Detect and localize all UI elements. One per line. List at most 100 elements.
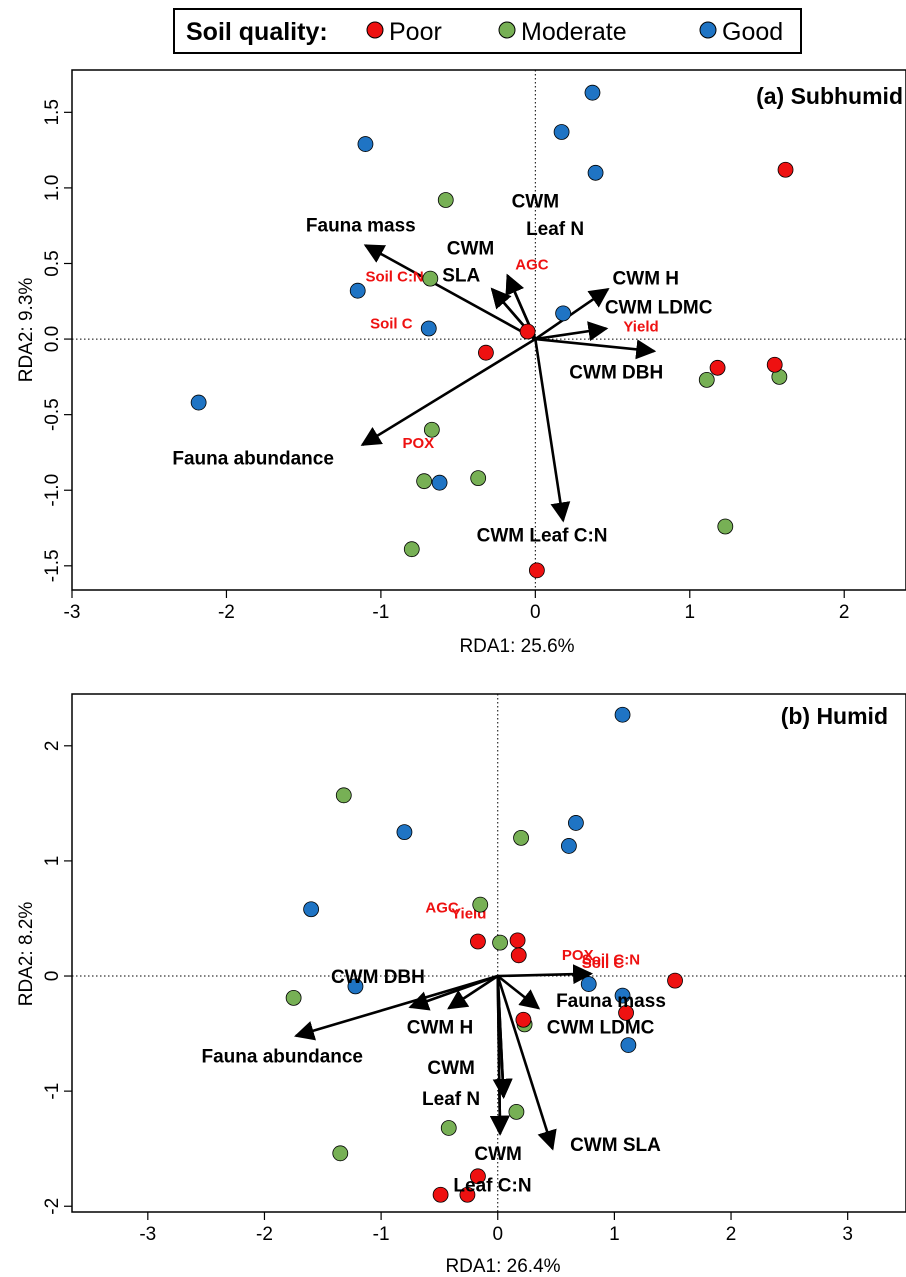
- y-tick-label: 1.5: [42, 99, 63, 125]
- arrow-label: CWM LDMC: [605, 297, 713, 318]
- site-point: [285, 989, 302, 1006]
- legend-label-moderate: Moderate: [521, 18, 627, 46]
- panel-a: (a) Subhumid -3 -2 -1 0 1 2 -1.5 -1.0 -0.5 0.0 0.5…: [16, 69, 906, 657]
- site-point: [347, 978, 364, 995]
- x-tick-label: -3: [139, 1224, 156, 1245]
- site-point: [528, 562, 545, 579]
- site-point: [422, 270, 439, 287]
- site-point: [420, 320, 437, 337]
- site-point: [349, 282, 366, 299]
- arrow-label: CWM DBH: [569, 362, 663, 383]
- site-point: [403, 541, 420, 558]
- site-point: [717, 518, 734, 535]
- site-point: [416, 473, 433, 490]
- panel-b: (b) Humid -3 -2 -1 0 1 2 3-2-1012AGCYieldPOXSo…: [16, 693, 906, 1277]
- legend-marker-poor: [366, 21, 384, 39]
- x-tick-label: 1: [684, 602, 695, 623]
- y-tick-label: -1.5: [42, 549, 63, 582]
- arrow-label: Fauna mass: [306, 216, 416, 237]
- env-label: AGC: [425, 900, 459, 917]
- site-point: [553, 124, 570, 140]
- site-point: [698, 371, 715, 388]
- x-tick-label: 0: [530, 602, 541, 623]
- site-point: [437, 192, 454, 208]
- arrow-leaf-c-n: [489, 976, 510, 1136]
- arrow-label: Leaf N: [422, 1089, 480, 1110]
- legend-marker-moderate: [498, 21, 516, 39]
- x-tick-label: -1: [372, 602, 389, 623]
- arrow-label: CWM H: [613, 269, 679, 290]
- env-label: POX: [562, 947, 594, 964]
- site-point: [618, 1004, 634, 1021]
- site-point: [335, 787, 352, 804]
- panel-b-xlabel: RDA1: 26.4%: [445, 1256, 560, 1277]
- site-point: [470, 470, 487, 487]
- site-point: [510, 947, 527, 964]
- site-point: [584, 84, 601, 101]
- site-point: [519, 323, 536, 340]
- legend-marker-good: [699, 21, 717, 39]
- site-point: [440, 1120, 457, 1136]
- y-tick-label: -1.0: [42, 474, 63, 507]
- legend-label-good: Good: [722, 18, 783, 46]
- arrow-label: CWM: [447, 238, 494, 259]
- site-point: [492, 934, 508, 951]
- site-point: [432, 1186, 449, 1203]
- site-point: [303, 901, 320, 918]
- arrow-label: CWM: [427, 1058, 474, 1079]
- x-tick-label: 2: [726, 1224, 737, 1245]
- y-tick-label: -0.5: [42, 398, 63, 431]
- site-point: [580, 976, 597, 992]
- arrow-cwm-sla: [496, 975, 557, 1151]
- legend: Soil quality: Poor Moderate Good: [173, 8, 802, 54]
- x-tick-label: -2: [218, 602, 235, 623]
- site-point: [459, 1186, 476, 1203]
- arrow-fauna-abundance: [360, 337, 537, 446]
- arrow-label: CWM: [512, 192, 559, 213]
- site-point: [470, 933, 486, 950]
- env-label: Soil C:N: [582, 952, 640, 969]
- y-tick-label: -2: [42, 1198, 63, 1215]
- env-label: AGC: [515, 257, 549, 274]
- arrow-cwm-leaf-c-n: [534, 338, 571, 523]
- arrow-fauna-mass: [497, 964, 594, 985]
- y-tick-label: 0.5: [42, 250, 63, 276]
- panel-b-title: (b) Humid: [781, 703, 888, 729]
- panel-a-plot: -3 -2 -1 0 1 2 -1.5 -1.0 -0.5 0.0 0.5 1.0 1.5 Soil C:…: [42, 70, 906, 623]
- arrow-label: CWM: [474, 1144, 521, 1165]
- env-label: Soil C: [370, 315, 413, 332]
- arrow-label: Fauna abundance: [201, 1046, 363, 1067]
- y-tick-label: 0: [42, 971, 63, 982]
- site-point: [614, 706, 631, 723]
- y-tick-label: 2: [42, 741, 63, 752]
- y-tick-label: 1.0: [42, 175, 63, 201]
- x-tick-label: 0: [492, 1224, 503, 1245]
- site-point: [587, 164, 604, 181]
- site-point: [667, 972, 683, 989]
- x-tick-label: -1: [373, 1224, 390, 1245]
- arrow-fauna-mass: [363, 244, 536, 341]
- arrow-fauna-abundance: [294, 974, 499, 1041]
- site-point: [777, 161, 794, 178]
- arrow-label: Leaf N: [526, 219, 584, 240]
- arrow-label: CWM H: [407, 1018, 473, 1039]
- legend-title: Soil quality:: [186, 18, 328, 46]
- panel-b-frame: [71, 693, 906, 1213]
- site-point: [555, 305, 572, 322]
- site-point: [620, 1037, 637, 1053]
- arrow-label: Fauna abundance: [172, 449, 334, 470]
- panel-a-title: (a) Subhumid: [756, 83, 903, 109]
- site-point: [423, 421, 440, 438]
- legend-box: [173, 8, 802, 54]
- env-label: Yield: [623, 319, 658, 336]
- site-point: [614, 987, 631, 1004]
- site-point: [472, 896, 489, 913]
- arrow-cwm-h: [534, 288, 610, 341]
- panel-a-frame: [71, 69, 906, 591]
- env-label: POX: [403, 435, 435, 452]
- site-point: [470, 1168, 486, 1185]
- site-point: [357, 136, 374, 152]
- x-tick-label: 2: [839, 602, 850, 623]
